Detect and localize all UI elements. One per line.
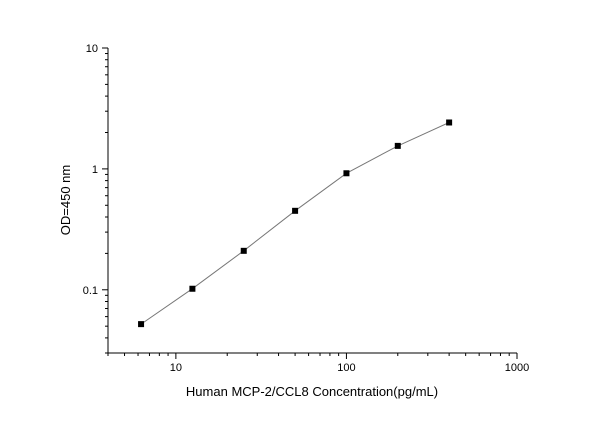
data-point xyxy=(446,119,453,126)
data-point xyxy=(394,142,401,149)
y-axis-label: OD=450 nm xyxy=(58,165,73,235)
series-line xyxy=(140,122,450,325)
y-tick-label: 0.1 xyxy=(83,285,98,297)
x-tick-label: 10 xyxy=(170,362,182,374)
data-point xyxy=(240,247,247,254)
data-point xyxy=(292,207,299,214)
x-tick-label: 100 xyxy=(337,362,355,374)
data-point xyxy=(189,285,196,292)
series xyxy=(138,119,453,328)
ticks: 10 100 1000 0.1 1 10 xyxy=(83,43,530,374)
data-point xyxy=(138,321,145,328)
data-point xyxy=(343,170,350,177)
y-tick-label: 1 xyxy=(92,164,98,176)
y-tick-label: 10 xyxy=(86,43,98,55)
x-tick-label: 1000 xyxy=(505,362,529,374)
x-axis-label: Human MCP-2/CCL8 Concentration(pg/mL) xyxy=(186,384,438,399)
axes xyxy=(107,48,517,354)
